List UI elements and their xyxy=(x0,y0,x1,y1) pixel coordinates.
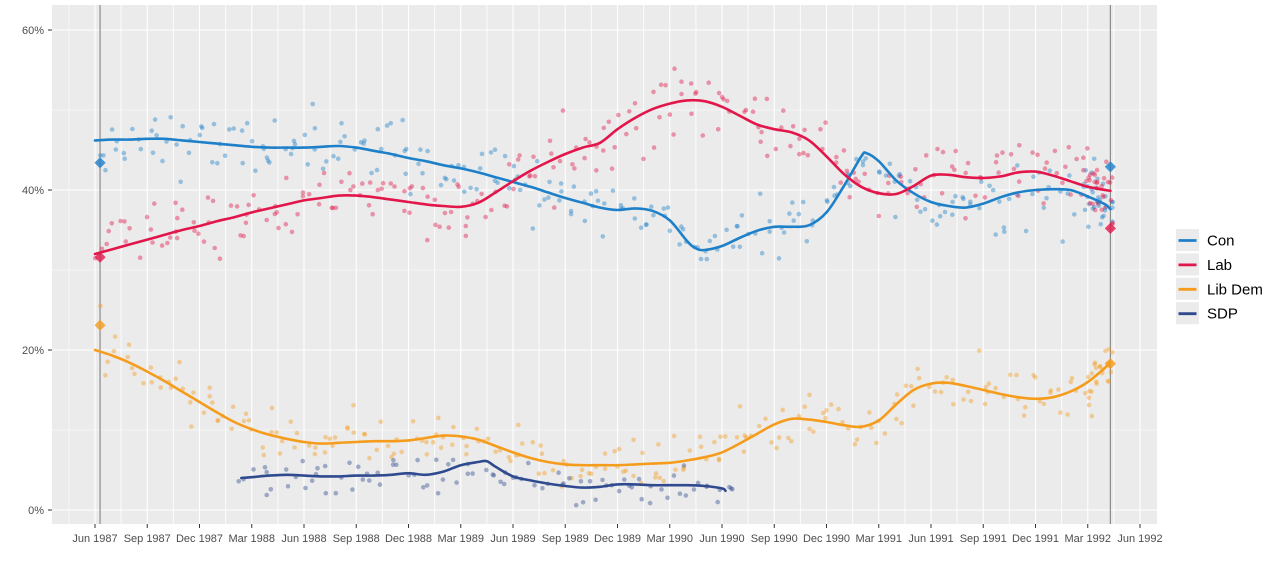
scatter-lab xyxy=(93,66,1115,262)
x-tick-label: Mar 1992 xyxy=(1065,533,1111,545)
x-tick-label: Jun 1990 xyxy=(699,533,744,545)
x-tick-label: Jun 1992 xyxy=(1117,533,1162,545)
x-tick-label: Dec 1988 xyxy=(385,533,432,545)
x-tick-label: Sep 1990 xyxy=(751,533,798,545)
x-axis-labels: Jun 1987 Sep 1987 Dec 1987 Mar 1988 Jun 1988… xyxy=(72,533,1162,545)
y-tick-label: 20% xyxy=(22,345,44,357)
trend-line-con xyxy=(93,137,1112,252)
x-tick-label: Jun 1988 xyxy=(281,533,326,545)
legend: Con Lab Lib Dem SDP xyxy=(1176,229,1263,325)
y-tick-label: 60% xyxy=(22,25,44,37)
trend-line-lib-dem xyxy=(93,348,1112,467)
grid-major xyxy=(52,5,1157,524)
x-tick-label: Jun 1991 xyxy=(908,533,953,545)
x-tick-label: Mar 1989 xyxy=(438,533,484,545)
x-tick-label: Jun 1987 xyxy=(72,533,117,545)
y-tick-label: 40% xyxy=(22,185,44,197)
legend-item-con: Con xyxy=(1176,229,1235,251)
election-marker-lib-dem-1987 xyxy=(94,319,106,331)
election-marker-con-1987 xyxy=(94,157,106,169)
legend-label-con: Con xyxy=(1207,233,1235,250)
election-marker-lab-1987 xyxy=(94,251,106,263)
y-axis-labels: 0% 20% 40% 60% xyxy=(22,25,44,517)
x-tick-label: Dec 1991 xyxy=(1012,533,1059,545)
x-tick-label: Mar 1991 xyxy=(856,533,902,545)
legend-label-sdp: SDP xyxy=(1207,306,1238,323)
legend-item-lab: Lab xyxy=(1176,253,1232,276)
legend-item-lib-dem: Lib Dem xyxy=(1176,277,1263,300)
axis-ticks xyxy=(48,29,1141,528)
trend-line-sdp xyxy=(240,459,727,493)
legend-item-sdp: SDP xyxy=(1176,302,1238,325)
x-tick-label: Jun 1989 xyxy=(490,533,535,545)
x-tick-label: Dec 1990 xyxy=(803,533,850,545)
x-tick-label: Sep 1989 xyxy=(542,533,589,545)
legend-label-lab: Lab xyxy=(1207,257,1232,274)
legend-label-lib-dem: Lib Dem xyxy=(1207,281,1263,298)
x-tick-label: Mar 1988 xyxy=(229,533,275,545)
chart-panel xyxy=(52,5,1157,524)
election-marker-lib-dem-1992 xyxy=(1104,358,1116,370)
trend-line-lab xyxy=(93,98,1112,256)
x-tick-label: Dec 1987 xyxy=(176,533,223,545)
election-marker-con-1992 xyxy=(1104,161,1116,173)
x-tick-label: Sep 1991 xyxy=(960,533,1007,545)
x-tick-label: Mar 1990 xyxy=(647,533,693,545)
y-tick-label: 0% xyxy=(28,505,44,517)
x-tick-label: Sep 1988 xyxy=(333,533,380,545)
scatter-lib-dem xyxy=(98,303,1115,489)
election-marker-lab-1992 xyxy=(1104,222,1116,234)
x-tick-label: Dec 1989 xyxy=(594,533,641,545)
x-tick-label: Sep 1987 xyxy=(124,533,171,545)
